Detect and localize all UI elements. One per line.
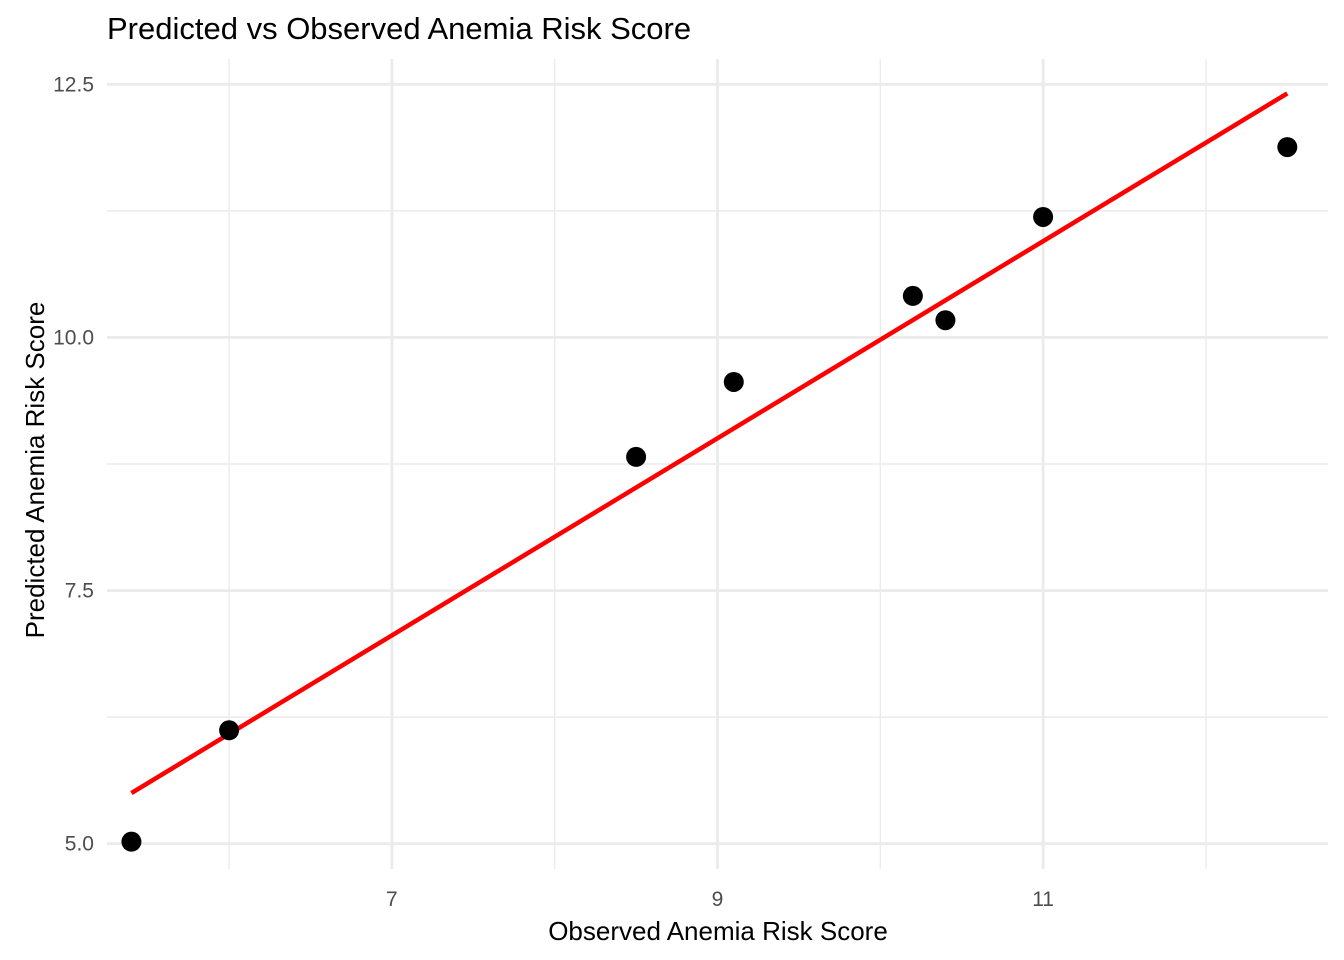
x-tick-label: 7 bbox=[386, 888, 398, 911]
x-axis-label: Observed Anemia Risk Score bbox=[548, 916, 888, 946]
y-tick-label: 10.0 bbox=[53, 326, 94, 349]
y-tick-label: 12.5 bbox=[53, 73, 94, 96]
data-point bbox=[723, 371, 744, 392]
fit-line-series bbox=[130, 91, 1289, 795]
y-tick-label: 7.5 bbox=[65, 580, 94, 603]
data-point bbox=[121, 831, 142, 852]
data-point bbox=[935, 310, 956, 331]
x-axis-tick-labels: 7 9 11 bbox=[386, 888, 1054, 911]
data-point bbox=[1277, 137, 1298, 158]
x-tick-label: 9 bbox=[712, 888, 724, 911]
fit-line bbox=[130, 91, 1289, 795]
data-point bbox=[626, 446, 647, 467]
scatter-points-series bbox=[121, 137, 1298, 852]
y-axis-label: Predicted Anemia Risk Score bbox=[20, 302, 50, 639]
major-gridlines bbox=[107, 59, 1328, 869]
data-point bbox=[219, 720, 240, 741]
chart-title: Predicted vs Observed Anemia Risk Score bbox=[107, 11, 691, 46]
x-tick-label: 11 bbox=[1032, 888, 1054, 911]
data-point bbox=[1033, 206, 1054, 227]
data-point bbox=[902, 285, 923, 306]
y-axis-tick-labels: 5.0 7.5 10.0 12.5 bbox=[53, 73, 94, 855]
y-tick-label: 5.0 bbox=[65, 833, 94, 856]
